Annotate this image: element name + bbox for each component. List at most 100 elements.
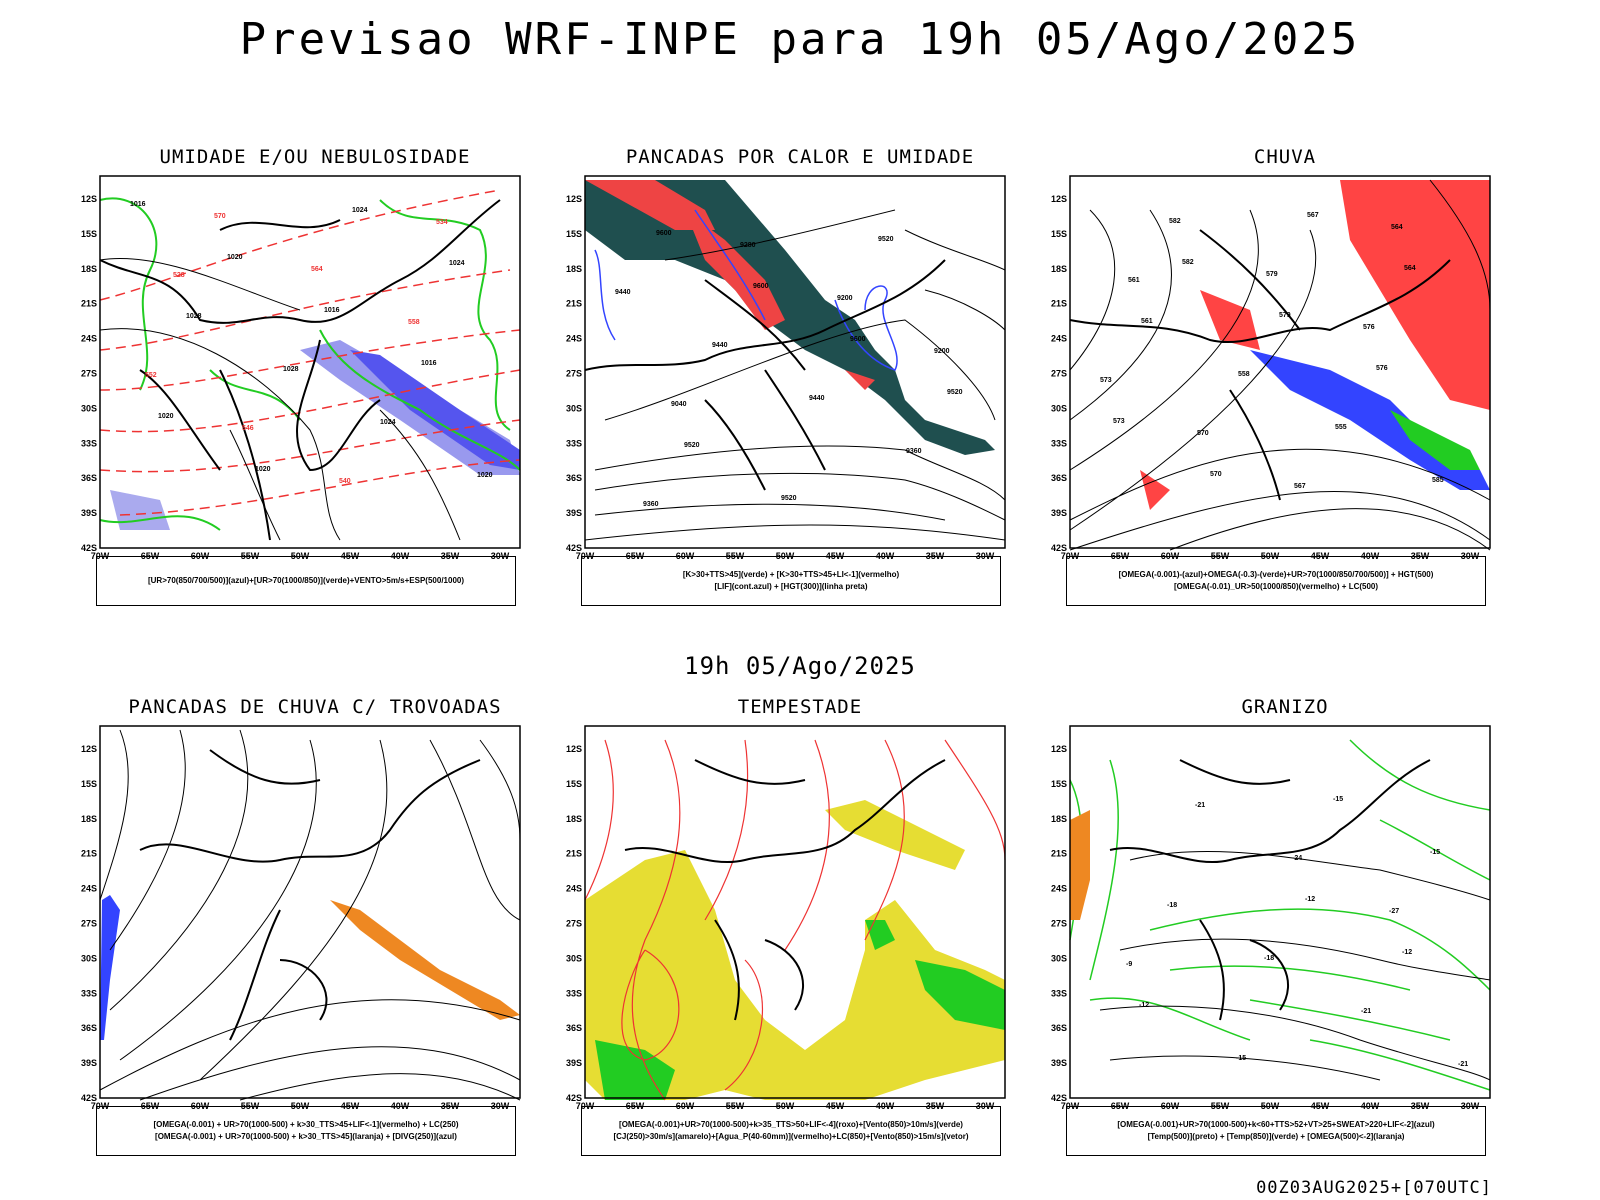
- contour-label: 1028: [186, 313, 202, 320]
- lon-tick-label: 40W: [876, 551, 895, 560]
- divergence-area: [100, 895, 120, 1040]
- upper-humidity-area: [350, 350, 520, 470]
- lon-tick-label: 40W: [1361, 1101, 1380, 1110]
- lon-tick-label: 65W: [141, 551, 160, 560]
- contour-label: 582: [1182, 259, 1194, 266]
- lat-tick-label: 12S: [566, 194, 582, 204]
- lat-tick-label: 21S: [1051, 849, 1067, 859]
- lon-tick-label: 30W: [1461, 1101, 1480, 1110]
- contour-label: -21: [1361, 1008, 1371, 1015]
- lat-tick-label: 27S: [81, 919, 97, 929]
- contour-label: 567: [1307, 212, 1319, 219]
- contour-label: 564: [1391, 224, 1403, 231]
- lat-tick-label: 12S: [1051, 194, 1067, 204]
- lon-tick-label: 55W: [726, 1101, 745, 1110]
- contour-label: 9600: [656, 230, 672, 237]
- lat-tick-label: 36S: [1051, 473, 1067, 483]
- lat-tick-label: 36S: [1051, 1023, 1067, 1033]
- contour-label: -12: [1305, 896, 1315, 903]
- map-frame: [1069, 175, 1491, 549]
- lat-tick-label: 15S: [1051, 229, 1067, 239]
- contour-label: -24: [1292, 855, 1302, 862]
- lon-tick-label: 50W: [1261, 551, 1280, 560]
- contour-label: 528: [173, 272, 185, 279]
- contour-label: 1020: [255, 466, 271, 473]
- lat-tick-label: 18S: [81, 264, 97, 274]
- country-border: [1069, 229, 1451, 501]
- lat-tick-label: 24S: [81, 884, 97, 894]
- contour-label: 570: [1197, 430, 1209, 437]
- streamline: [99, 729, 521, 1101]
- lon-tick-label: 30W: [491, 1101, 510, 1110]
- lon-tick-label: 45W: [826, 1101, 845, 1110]
- contour-label: 573: [1100, 377, 1112, 384]
- contour-label: -15: [1430, 849, 1440, 856]
- contour-label: -12: [1139, 1002, 1149, 1009]
- legend-line: [CJ(250)>30m/s](amarelo)+[Agua_P(40-60mm…: [613, 1132, 969, 1141]
- contour-label: 9440: [615, 289, 631, 296]
- low-humidity-contour: [99, 197, 521, 531]
- lat-tick-label: 39S: [566, 1058, 582, 1068]
- contour-label: 564: [1404, 265, 1416, 272]
- lat-tick-label: 27S: [1051, 919, 1067, 929]
- lon-tick-label: 55W: [1211, 1101, 1230, 1110]
- panel-pancadas-trovoadas: PANCADAS DE CHUVA C/ TROVOADAS 12S 15S 18S…: [80, 696, 550, 1176]
- contour-label: -21: [1195, 802, 1205, 809]
- lat-tick-label: 21S: [1051, 299, 1067, 309]
- lon-tick-label: 60W: [1161, 1101, 1180, 1110]
- contour-label: 558: [1238, 371, 1250, 378]
- panel-title: TEMPESTADE: [737, 696, 863, 718]
- contour-label: 9360: [906, 448, 922, 455]
- lat-tick-label: 27S: [566, 919, 582, 929]
- lat-tick-label: 12S: [81, 194, 97, 204]
- lon-tick-label: 55W: [726, 551, 745, 560]
- panel-title: CHUVA: [1253, 146, 1317, 168]
- lat-tick-label: 24S: [566, 334, 582, 344]
- streamline: [1069, 179, 1491, 551]
- lon-tick-label: 45W: [341, 1101, 360, 1110]
- lat-tick-label: 42S: [1051, 543, 1067, 553]
- main-title: Previsao WRF-INPE para 19h 05/Ago/2025: [239, 14, 1361, 65]
- contour-label: 1024: [352, 207, 368, 214]
- lat-tick-label: 12S: [566, 744, 582, 754]
- contour-label: 9600: [753, 283, 769, 290]
- lon-tick-label: 30W: [976, 551, 995, 560]
- lat-tick-label: 27S: [81, 369, 97, 379]
- pressure-contour: [99, 258, 461, 541]
- contour-label: 1016: [421, 360, 437, 367]
- contour-label: -27: [1389, 908, 1399, 915]
- thunderstorm-area: [330, 900, 520, 1020]
- legend-line: [OMEGA(-0.001)+UR>70(1000-500)+k>35_TTS>…: [619, 1120, 963, 1129]
- contour-label: 1020: [477, 472, 493, 479]
- contour-label: 1024: [380, 419, 396, 426]
- streamline: [584, 739, 1006, 1101]
- lon-tick-label: 50W: [1261, 1101, 1280, 1110]
- lon-tick-label: 40W: [391, 1101, 410, 1110]
- lat-tick-label: 24S: [1051, 334, 1067, 344]
- lon-tick-label: 50W: [776, 1101, 795, 1110]
- lat-tick-label: 15S: [566, 229, 582, 239]
- contour-label: 9360: [643, 501, 659, 508]
- panel-granizo: GRANIZO 12S 15S 18S 21S 24S 27S 30S 33S 36S 39S 42…: [1050, 696, 1520, 1176]
- lifted-index-contour: [594, 209, 898, 371]
- lon-tick-label: 65W: [1111, 1101, 1130, 1110]
- contour-label: 9520: [781, 495, 797, 502]
- lon-tick-label: 40W: [1361, 551, 1380, 560]
- contour-label: 582: [1169, 218, 1181, 225]
- lon-tick-label: 30W: [491, 551, 510, 560]
- lat-tick-label: 21S: [566, 299, 582, 309]
- lon-tick-label: 65W: [626, 551, 645, 560]
- lat-tick-label: 33S: [81, 438, 97, 448]
- lat-tick-label: 27S: [1051, 369, 1067, 379]
- lat-tick-label: 30S: [81, 953, 97, 963]
- upper-humidity-area: [110, 490, 170, 530]
- lat-tick-label: 42S: [81, 1093, 97, 1103]
- convective-area: [585, 180, 995, 455]
- contour-label: 558: [408, 319, 420, 326]
- contour-label: 9520: [878, 236, 894, 243]
- lat-tick-label: 42S: [1051, 1093, 1067, 1103]
